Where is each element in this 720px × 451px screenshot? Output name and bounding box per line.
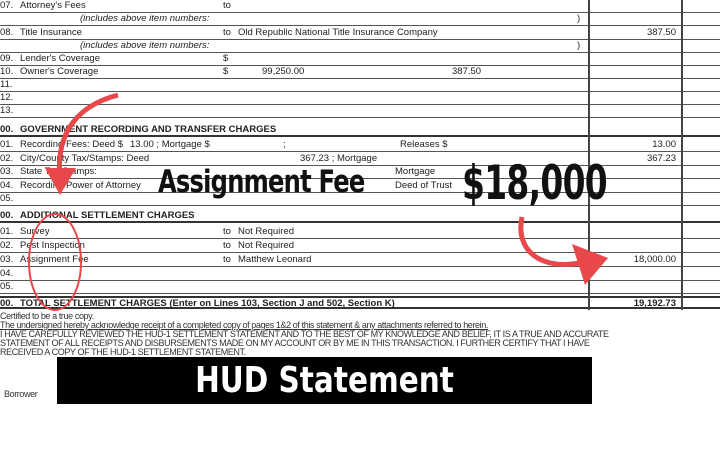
curved-arrow-icon bbox=[518, 216, 586, 267]
line-number: 02. bbox=[0, 240, 14, 251]
line-number: 01. bbox=[0, 139, 14, 150]
line-label: GOVERNMENT RECORDING AND TRANSFER CHARGE… bbox=[20, 124, 277, 135]
footer-line: Borrower bbox=[4, 389, 38, 399]
line-number: 05. bbox=[0, 193, 14, 204]
line-label: (includes above item numbers: bbox=[80, 13, 210, 24]
detail: Releases $ bbox=[400, 139, 448, 150]
table-row: 05. bbox=[0, 193, 720, 206]
line-number: 03. bbox=[0, 166, 14, 177]
line-number: 04. bbox=[0, 268, 14, 279]
table-row: 05. bbox=[0, 281, 720, 294]
line-label: Attorney's Fees bbox=[20, 0, 86, 11]
line-number: 05. bbox=[0, 281, 14, 292]
line-number: 00. bbox=[0, 124, 14, 135]
amount-overlay-text: $18,000 bbox=[462, 156, 608, 211]
paren: ) bbox=[577, 40, 581, 51]
table-row: (includes above item numbers:) bbox=[0, 13, 720, 26]
line-number: 12. bbox=[0, 92, 14, 103]
highlight-circle-icon bbox=[28, 213, 82, 311]
line-number: 00. bbox=[0, 210, 14, 221]
table-row: 01. Recording Fees: Deed $ 13.00 ; Mortgag… bbox=[0, 139, 720, 152]
total-row: 00. TOTAL SETTLEMENT CHARGES (Enter on Li… bbox=[0, 296, 720, 309]
line-number: 09. bbox=[0, 53, 14, 64]
line-label: City/County Tax/Stamps: Deed bbox=[20, 153, 150, 164]
amount: 13.00 bbox=[652, 139, 676, 150]
title-banner: HUD Statement Wholesale bbox=[57, 357, 592, 448]
to-label: to bbox=[223, 0, 231, 11]
amount: 367.23 bbox=[646, 153, 676, 164]
line-label: Recording Fees: Deed $ bbox=[20, 139, 123, 150]
payee: Not Required bbox=[238, 240, 294, 251]
line-label: ADDITIONAL SETTLEMENT CHARGES bbox=[20, 210, 195, 221]
footer-line: I HAVE CAREFULLY REVIEWED THE HUD-1 SETT… bbox=[0, 329, 609, 339]
section-header: 00. GOVERNMENT RECORDING AND TRANSFER CHA… bbox=[0, 124, 720, 137]
amount: 387.50 bbox=[646, 27, 676, 38]
detail: ; bbox=[283, 139, 286, 150]
footer-line: The undersigned hereby acknowledge recei… bbox=[0, 320, 488, 330]
arrow-head-icon bbox=[572, 244, 608, 285]
table-row: 12. bbox=[0, 92, 720, 105]
table-row: 11. bbox=[0, 79, 720, 92]
table-row: 13. bbox=[0, 105, 720, 118]
detail: Mortgage bbox=[395, 166, 436, 177]
to-label: to bbox=[223, 226, 231, 237]
table-row: 08. Title Insurance to Old Republic Nationa… bbox=[0, 27, 720, 40]
section-header: 00. ADDITIONAL SETTLEMENT CHARGES bbox=[0, 210, 720, 223]
line-label: (includes above item numbers: bbox=[80, 40, 210, 51]
line-number: 00. bbox=[0, 298, 14, 309]
detail: Deed of Trust bbox=[395, 180, 453, 191]
line-label: TOTAL SETTLEMENT CHARGES (Enter on Lines… bbox=[20, 298, 395, 309]
payee: Not Required bbox=[238, 226, 294, 237]
table-row: 07. Attorney's Fees to bbox=[0, 0, 720, 13]
line-number: 10. bbox=[0, 66, 14, 77]
table-row: 10. Owner's Coverage $99,250.00 387.50 bbox=[0, 66, 720, 79]
line-label: Owner's Coverage bbox=[20, 66, 99, 77]
detail: 13.00 ; Mortgage $ bbox=[130, 139, 210, 150]
to-label: $ bbox=[223, 53, 229, 64]
table-row: 03. Assignment Fee to Matthew Leonard 18,000… bbox=[0, 254, 720, 267]
table-row: 09. Lender's Coverage $ bbox=[0, 53, 720, 66]
arrow-head-icon bbox=[45, 168, 76, 195]
line-number: 02. bbox=[0, 153, 14, 164]
footer-line: STATEMENT OF ALL RECEIPTS AND DISBURSEME… bbox=[0, 338, 590, 348]
to-label: $ bbox=[223, 66, 229, 77]
table-row: 02. Pest Inspection to Not Required bbox=[0, 240, 720, 253]
line-number: 07. bbox=[0, 0, 14, 11]
column-divider bbox=[681, 0, 683, 310]
assignment-fee-overlay-text: Assignment Fee bbox=[158, 164, 365, 200]
footer-line: Certified to be a true copy. bbox=[0, 311, 94, 321]
mid-amount: 387.50 bbox=[452, 66, 482, 77]
line-number: 04. bbox=[0, 180, 14, 191]
payee: 99,250.00 bbox=[262, 66, 305, 77]
line-label: Recording Power of Attorney bbox=[20, 180, 141, 191]
line-label: Title Insurance bbox=[20, 27, 82, 38]
payee: Matthew Leonard bbox=[238, 254, 312, 265]
line-label: Assignment Fee bbox=[20, 254, 89, 265]
table-row: 04. Recording Power of Attorney Deed of Tr… bbox=[0, 180, 720, 193]
table-row: 02. City/County Tax/Stamps: Deed 367.23 ; … bbox=[0, 153, 720, 166]
to-label: to bbox=[223, 240, 231, 251]
line-number: 08. bbox=[0, 27, 14, 38]
line-number: 13. bbox=[0, 105, 14, 116]
banner-title: HUD Statement Wholesale bbox=[195, 360, 454, 448]
amount: 18,000.00 bbox=[633, 254, 676, 265]
column-divider bbox=[588, 0, 590, 310]
payee: Old Republic National Title Insurance Co… bbox=[238, 27, 438, 38]
to-label: to bbox=[223, 27, 231, 38]
line-number: 11. bbox=[0, 79, 13, 90]
amount: 19,192.73 bbox=[633, 298, 676, 309]
table-row: 04. bbox=[0, 268, 720, 281]
annotation-arrows bbox=[28, 92, 608, 311]
hud-settlement-statement: 07. Attorney's Fees to (includes above item… bbox=[0, 0, 720, 309]
line-number: 01. bbox=[0, 226, 14, 237]
line-label: Pest Inspection bbox=[20, 240, 85, 251]
table-row: (includes above item numbers:) bbox=[0, 40, 720, 53]
line-number: 03. bbox=[0, 254, 14, 265]
detail: 367.23 ; Mortgage bbox=[300, 153, 378, 164]
paren: ) bbox=[577, 13, 581, 24]
footer-line: RECEIVED A COPY OF THE HUD-1 SETTLEMENT … bbox=[0, 347, 246, 357]
curved-arrow-icon bbox=[56, 92, 119, 181]
line-label: Lender's Coverage bbox=[20, 53, 100, 64]
to-label: to bbox=[223, 254, 231, 265]
